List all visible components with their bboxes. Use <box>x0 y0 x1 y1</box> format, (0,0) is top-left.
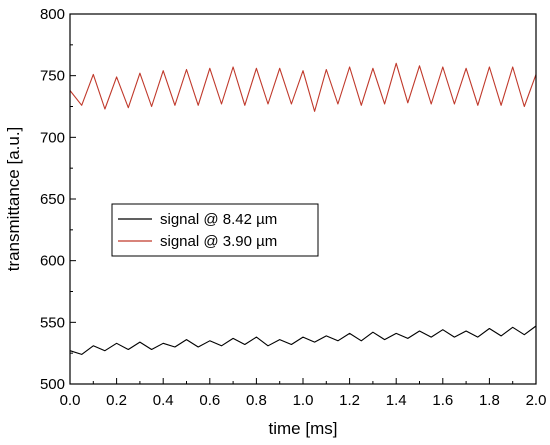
x-axis-label: time [ms] <box>269 419 338 438</box>
y-tick-label: 550 <box>40 314 65 331</box>
x-tick-label: 0.2 <box>106 392 127 409</box>
y-tick-label: 500 <box>40 376 65 393</box>
x-tick-label: 1.2 <box>339 392 360 409</box>
y-tick-label: 700 <box>40 129 65 146</box>
x-tick-label: 1.6 <box>432 392 453 409</box>
y-axis-ticks: 500 550 600 650 700 750 800 <box>40 6 76 393</box>
series-line-2 <box>69 62 537 112</box>
x-tick-label: 0.0 <box>60 392 81 409</box>
y-tick-label: 650 <box>40 191 65 208</box>
legend-box <box>111 203 319 257</box>
x-tick-label: 1.8 <box>479 392 500 409</box>
x-tick-label: 2.0 <box>526 392 547 409</box>
x-tick-label: 1.0 <box>293 392 314 409</box>
series-layer <box>69 62 537 355</box>
legend: signal @ 8.42 µm signal @ 3.90 µm <box>111 203 319 257</box>
y-tick-label: 600 <box>40 253 65 270</box>
x-tick-label: 0.4 <box>153 392 174 409</box>
y-tick-label: 750 <box>40 68 65 85</box>
plot-frame <box>69 13 537 385</box>
x-tick-label: 1.4 <box>386 392 407 409</box>
y-axis-label: transmittance [a.u.] <box>4 127 23 272</box>
x-axis-ticks: 0.0 0.2 0.4 0.6 0.8 1.0 1.2 1.4 1.6 1.8 2.0 <box>60 378 547 409</box>
legend-label: signal @ 8.42 µm <box>160 211 277 228</box>
legend-label: signal @ 3.90 µm <box>160 233 277 250</box>
series-line-1 <box>69 325 537 355</box>
x-tick-label: 0.8 <box>246 392 267 409</box>
x-tick-label: 0.6 <box>199 392 220 409</box>
y-tick-label: 800 <box>40 6 65 23</box>
